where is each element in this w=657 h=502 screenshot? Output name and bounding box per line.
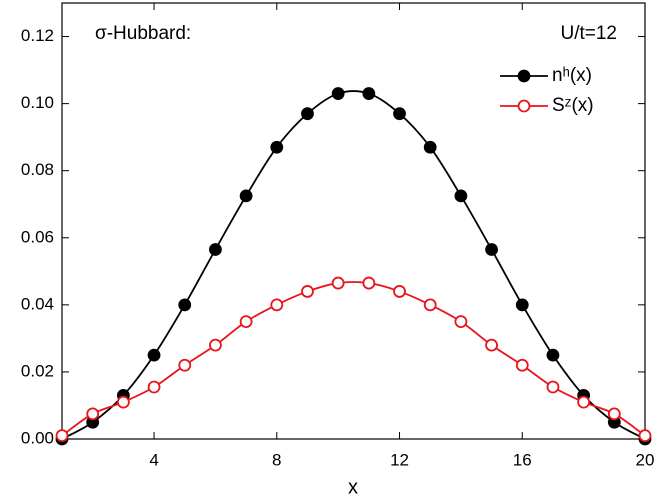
data-point [485, 338, 498, 352]
data-point [55, 429, 69, 443]
data-point [86, 407, 100, 421]
data-point [515, 358, 529, 372]
data-point [147, 348, 161, 362]
data-point [454, 189, 468, 203]
data-point [546, 348, 560, 362]
data-point [270, 140, 284, 154]
data-point [147, 380, 161, 394]
data-point [638, 429, 652, 443]
data-point [362, 276, 376, 290]
data-point [393, 107, 406, 121]
data-point [270, 298, 284, 312]
y-tick-label: 0.10 [21, 93, 54, 112]
data-point [178, 358, 192, 372]
y-tick-label: 0.00 [21, 428, 54, 447]
data-point [209, 338, 222, 352]
plot-frame [61, 2, 646, 440]
legend-marker [517, 99, 531, 113]
data-point [239, 315, 253, 329]
data-point [423, 140, 437, 154]
legend-label: Sᶻ(x) [552, 95, 594, 116]
data-point [485, 243, 498, 256]
data-point [209, 243, 222, 256]
data-point [331, 87, 345, 100]
data-point [423, 298, 437, 312]
data-point [239, 189, 253, 203]
data-point [577, 395, 591, 409]
data-point [393, 285, 406, 298]
x-tick-label: 20 [636, 450, 655, 469]
y-tick-label: 0.02 [21, 361, 54, 380]
data-point [301, 107, 314, 121]
data-point [178, 298, 192, 312]
data-point [607, 407, 621, 421]
legend-label: nʰ(x) [552, 65, 592, 86]
data-point [515, 298, 529, 312]
x-tick-label: 8 [272, 450, 281, 469]
x-tick-label: 16 [513, 450, 532, 469]
x-axis-label: x [348, 476, 358, 498]
annotation: U/t=12 [560, 23, 617, 44]
data-point [546, 380, 560, 394]
data-point [331, 276, 345, 290]
y-tick-label: 0.12 [21, 26, 54, 45]
chart-title: σ-Hubbard: [95, 23, 191, 44]
y-tick-label: 0.08 [21, 160, 54, 179]
legend-marker [517, 69, 531, 83]
data-point [116, 395, 130, 409]
data-point [362, 87, 376, 100]
x-tick-label: 12 [390, 450, 409, 469]
data-point [454, 315, 468, 329]
y-tick-label: 0.06 [21, 227, 54, 246]
data-point [301, 285, 314, 298]
y-tick-label: 0.04 [21, 294, 54, 313]
x-tick-label: 4 [149, 450, 158, 469]
